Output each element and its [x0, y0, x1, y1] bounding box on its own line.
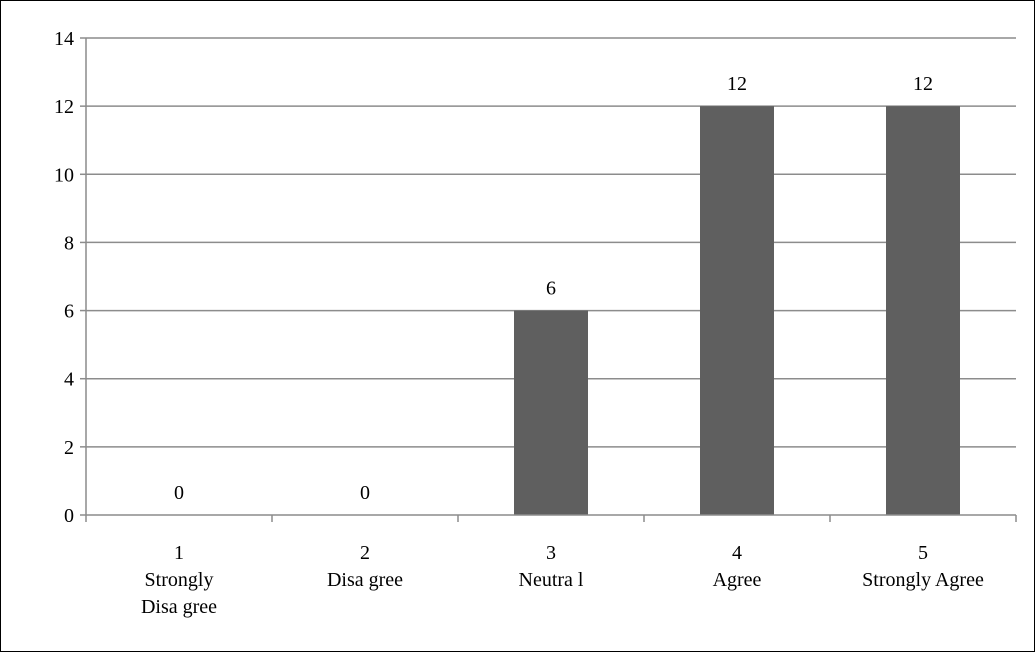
data-label-3: 6 — [546, 278, 556, 300]
y-tick-label-12: 12 — [54, 96, 74, 118]
y-tick-label-2: 2 — [64, 437, 74, 459]
category-label-1-line-3: Disa gree — [141, 596, 217, 618]
bar-4 — [700, 106, 774, 516]
bars — [514, 106, 960, 516]
category-label-2-line-1: 2 — [360, 542, 370, 564]
y-tick-label-10: 10 — [54, 164, 74, 186]
y-tick-label-8: 8 — [64, 232, 74, 254]
category-label-1-line-2: Strongly — [145, 569, 214, 591]
category-label-4-line-1: 4 — [732, 542, 742, 564]
category-label-3-line-1: 3 — [546, 542, 556, 564]
data-label-5: 12 — [913, 73, 933, 95]
category-label-1-line-1: 1 — [174, 542, 184, 564]
category-label-5-line-2: Strongly Agree — [862, 569, 984, 591]
data-label-2: 0 — [360, 482, 370, 504]
category-label-3-line-2: Neutra l — [519, 569, 584, 591]
axes — [80, 37, 1017, 522]
bar-3 — [514, 310, 588, 515]
category-label-2-line-2: Disa gree — [327, 569, 403, 591]
labels: 0 2 4 6 8 10 12 14 0 1 Strongly Disa gree 0 2 Disa gre… — [54, 28, 984, 618]
data-label-1: 0 — [174, 482, 184, 504]
y-tick-label-4: 4 — [64, 369, 74, 391]
data-label-4: 12 — [727, 73, 747, 95]
bar-5 — [886, 106, 960, 516]
category-label-4-line-2: Agree — [713, 569, 762, 591]
y-tick-label-0: 0 — [64, 505, 74, 527]
y-tick-label-14: 14 — [54, 28, 74, 50]
y-tick-label-6: 6 — [64, 301, 74, 323]
category-label-5-line-1: 5 — [918, 542, 928, 564]
